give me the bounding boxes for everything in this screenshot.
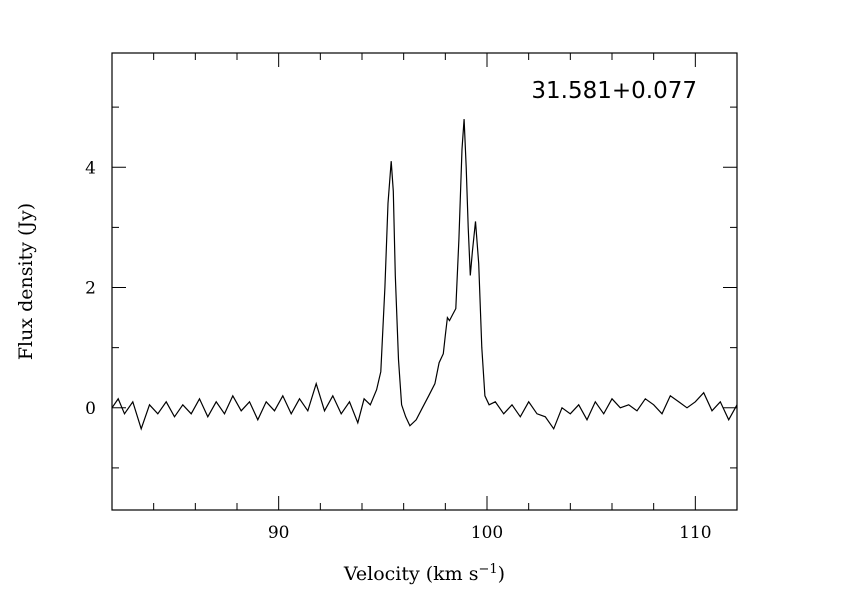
tick-marks (111, 53, 738, 510)
y-tick-label: 0 (85, 399, 96, 419)
x-axis-title-superscript: −1 (479, 562, 498, 577)
tick-labels: 90 100 110 0 2 4 (85, 158, 711, 543)
flux-spectrum-line (111, 119, 738, 431)
x-axis-title-main: Velocity (km s (343, 563, 479, 585)
x-tick-label: 110 (679, 523, 711, 543)
y-axis-title: Flux density (Jy) (15, 203, 37, 360)
x-tick-label: 100 (471, 523, 503, 543)
x-axis-title: Velocity (km s−1) (343, 562, 505, 586)
x-axis-title-suffix: ) (498, 563, 505, 585)
y-tick-label: 2 (85, 279, 96, 299)
x-tick-label: 90 (268, 523, 290, 543)
plot-frame (111, 52, 738, 511)
y-tick-label: 4 (85, 158, 96, 178)
source-label: 31.581+0.077 (531, 78, 697, 104)
